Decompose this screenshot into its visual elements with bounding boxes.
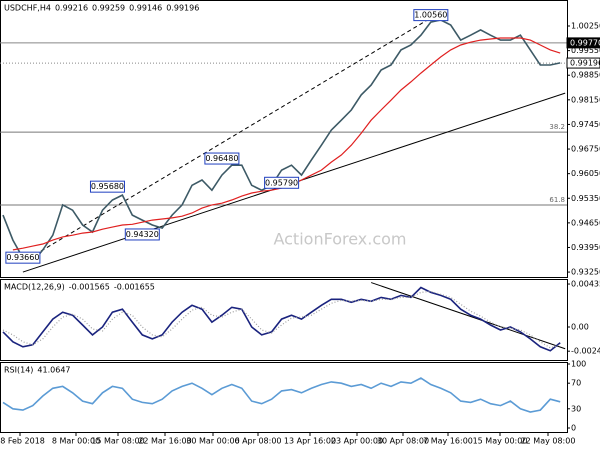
trendline — [22, 17, 432, 263]
y-tick-label: 0.00 — [571, 323, 589, 332]
header-value: 0.99196 — [166, 4, 199, 13]
annotation-box — [89, 180, 125, 193]
series-line — [12, 37, 561, 251]
annotation-label: 1.00560 — [414, 11, 447, 20]
series-line — [2, 377, 561, 413]
x-tick-label: 7 May 16:00 — [423, 437, 473, 446]
trendline — [370, 282, 566, 350]
annotation-box — [5, 251, 41, 264]
series-line — [2, 19, 561, 264]
header-value: 0.99216 — [55, 4, 88, 13]
x-tick-label: 23 Apr 00:00 — [331, 437, 383, 446]
y-tick-label: 30 — [571, 404, 581, 413]
level-tag — [566, 57, 600, 69]
annotation-label: 0.93660 — [6, 253, 39, 262]
fib-label: 61.8 — [549, 196, 565, 204]
indicator-name: RSI(14) — [4, 366, 33, 375]
annotation-box — [204, 152, 240, 165]
x-tick-label: 13 Apr 16:00 — [284, 437, 336, 446]
annotation-box — [413, 9, 449, 22]
y-tick-label: 0.004351 — [571, 280, 600, 289]
header-value: -0.001565 — [69, 283, 110, 292]
fib-label: 38.2 — [549, 123, 565, 131]
y-tick-label: -0.002448 — [571, 347, 600, 356]
level-label: 0.99770 — [570, 38, 600, 47]
x-tick-label: 6 Apr 08:00 — [234, 437, 281, 446]
x-tick-label: 22 Mar 16:00 — [138, 437, 191, 446]
header-value: 41.0647 — [37, 366, 70, 375]
indicator-name: MACD(12,26,9) — [4, 283, 65, 292]
annotation-label: 0.95680 — [91, 182, 124, 191]
header-value: 0.99259 — [92, 4, 125, 13]
macd-panel — [0, 279, 568, 361]
x-tick-label: 15 Mar 08:00 — [91, 437, 144, 446]
level-tag — [566, 37, 600, 49]
x-tick-label: 30 Apr 08:00 — [377, 437, 429, 446]
header-value: 0.99146 — [129, 4, 162, 13]
x-tick-label: 8 Mar 00:00 — [52, 437, 100, 446]
symbol: USDCHF,H4 — [4, 4, 51, 13]
level-label: 0.99196 — [570, 59, 600, 68]
y-tick-label: 0.93250 — [571, 268, 600, 277]
annotation-label: 0.96480 — [205, 154, 238, 163]
x-tick-label: 28 Feb 2018 — [0, 437, 45, 446]
y-tick-label: 0 — [571, 423, 576, 432]
x-tick-label: 15 May 00:00 — [473, 437, 528, 446]
y-tick-label: 100 — [571, 359, 586, 368]
annotation-box — [124, 228, 160, 241]
annotation-label: 0.95790 — [265, 178, 298, 187]
header-value: -0.001655 — [114, 283, 155, 292]
rsi-panel — [0, 362, 568, 433]
x-tick-label: 30 Mar 00:00 — [186, 437, 239, 446]
watermark: ActionForex.com — [273, 230, 406, 249]
main-panel — [0, 0, 568, 278]
annotation-box — [264, 176, 300, 189]
x-tick-label: 22 May 08:00 — [521, 437, 576, 446]
series-line — [2, 286, 561, 352]
y-tick-label: 70 — [571, 379, 581, 388]
annotation-label: 0.94320 — [126, 230, 159, 239]
